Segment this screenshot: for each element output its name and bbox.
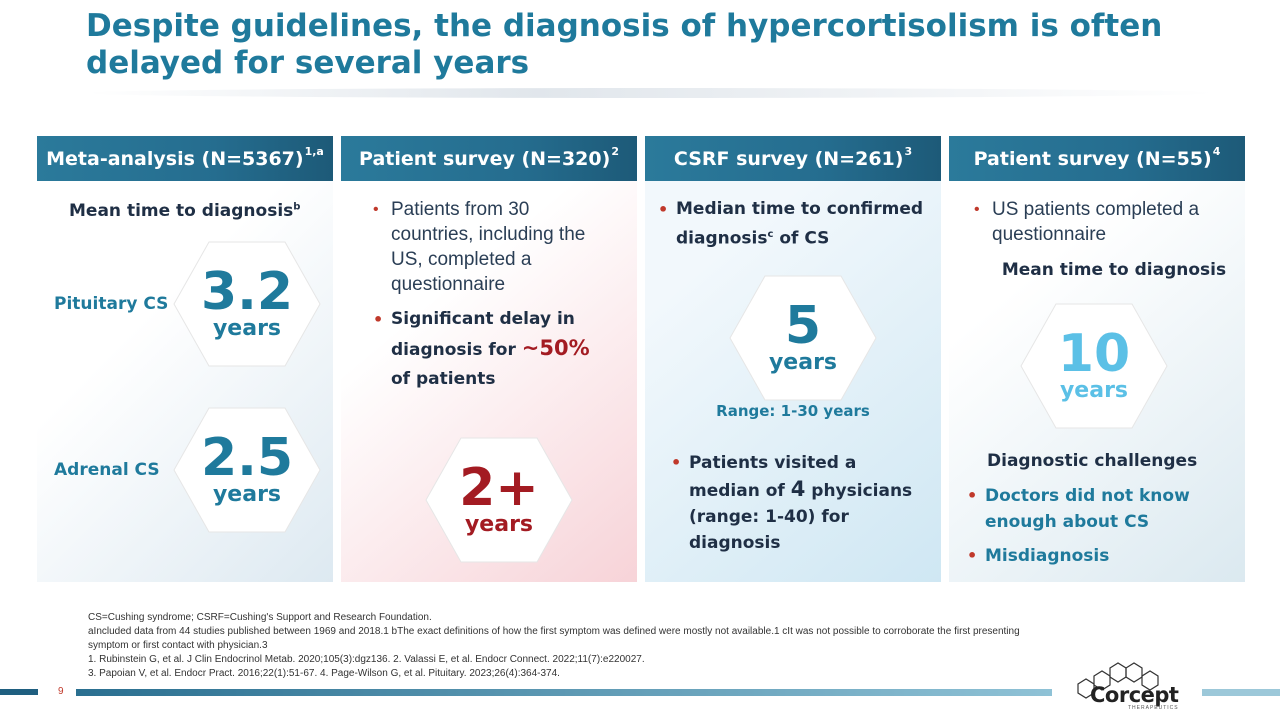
panel-header-label: CSRF survey (N=261) — [673, 147, 904, 170]
panel-header-ref: 4 — [1212, 145, 1221, 158]
hexagon-shape — [1020, 303, 1168, 429]
mean-unit: years — [1059, 378, 1129, 403]
panel-meta-analysis: Meta-analysis (N=5367) 1,a Mean time to d… — [37, 136, 333, 582]
panel-header-label: Meta-analysis (N=5367) — [46, 147, 304, 170]
bullet-dot: • — [373, 201, 379, 218]
footer-bar-left — [0, 689, 38, 695]
pituitary-hexagon: 3.2 years — [172, 239, 322, 369]
panel-csrf-survey: CSRF survey (N=261) 3 • Median time to co… — [645, 136, 941, 582]
challenges-title: Diagnostic challenges — [987, 451, 1198, 471]
footnote-references-2: 3. Papoian V, et al. Endocr Pract. 2016;… — [88, 668, 560, 679]
bullet-text-pre: Patients visited a median of — [689, 453, 857, 501]
median-hexagon: 5 years — [728, 273, 878, 403]
footer-bar — [76, 689, 1052, 696]
hexagon-shape — [173, 407, 321, 533]
panel-body: • Patients from 30 countries, including … — [341, 181, 637, 582]
panel-body: • US patients completed a questionnaire … — [949, 181, 1245, 582]
panel-header-label: Patient survey (N=320) — [359, 147, 611, 170]
footnote-notes: aIncluded data from 44 studies published… — [88, 626, 1020, 651]
median-unit: years — [768, 350, 838, 375]
footnote-abbreviations: CS=Cushing syndrome; CSRF=Cushing's Supp… — [88, 612, 432, 623]
panel-header-ref: 2 — [611, 145, 619, 158]
bullet-dot: • — [974, 201, 980, 218]
mean-hexagon: 10 years — [1019, 301, 1169, 431]
subtitle-text: Mean time to diagnosis — [69, 201, 294, 221]
page-number: 9 — [58, 686, 64, 697]
panel-header-label: Patient survey (N=55) — [973, 147, 1212, 170]
panel-body: Mean time to diagnosisb Pituitary CS 3.2… — [37, 181, 333, 582]
panel-body: • Median time to confirmed diagnosisc of… — [645, 181, 941, 582]
hexagon-shape — [729, 275, 877, 401]
bullet-dot: • — [658, 200, 669, 219]
title-divider — [86, 88, 1216, 98]
bullet-text-post: of patients — [391, 369, 496, 389]
footer-bar-right — [1202, 689, 1280, 696]
challenge-item: • Doctors did not know enough about CS — [967, 483, 1225, 535]
slide-title: Despite guidelines, the diagnosis of hyp… — [86, 8, 1163, 81]
panel-header: CSRF survey (N=261) 3 — [645, 136, 941, 181]
subtitle: Mean time to diagnosis — [1001, 260, 1227, 280]
bullet-delay: • Significant delay in diagnosis for ~50… — [373, 305, 606, 394]
challenge-text: Misdiagnosis — [985, 546, 1110, 566]
bullet-text-pre: Median time to confirmed diagnosis — [676, 199, 924, 249]
challenge-text: Doctors did not know enough about CS — [985, 486, 1190, 532]
subtitle: Mean time to diagnosisb — [69, 201, 300, 221]
bullet-countries: • Patients from 30 countries, including … — [373, 197, 601, 297]
bullet-median-time: • Median time to confirmed diagnosisc of… — [658, 197, 931, 252]
footnotes: CS=Cushing syndrome; CSRF=Cushing's Supp… — [88, 611, 1048, 681]
delay-value: 2+ — [459, 458, 539, 518]
bullet-text: Patients from 30 countries, including th… — [391, 199, 586, 295]
challenge-item: • Misdiagnosis — [967, 543, 1225, 569]
bullet-text-post: physicians (range: 1-40) for diagnosis — [689, 481, 913, 553]
bullet-physicians: • Patients visited a median of 4 physici… — [671, 450, 924, 556]
panel-header: Patient survey (N=320) 2 — [341, 136, 637, 181]
mean-value: 10 — [1057, 324, 1131, 384]
panel-header-ref: 1,a — [304, 145, 324, 158]
bullet-dot: • — [967, 546, 978, 565]
pituitary-label: Pituitary CS — [54, 294, 169, 314]
pituitary-value: 3.2 — [200, 262, 294, 322]
hexagon-shape — [425, 437, 573, 563]
bullet-us-patients: • US patients completed a questionnaire — [974, 197, 1237, 247]
bullet-dot: • — [373, 310, 384, 329]
bullet-dot: • — [967, 486, 978, 505]
adrenal-unit: years — [212, 482, 282, 507]
corcept-logo-icon — [1077, 662, 1159, 699]
logo-text: Corcept — [1090, 683, 1179, 707]
adrenal-value: 2.5 — [200, 428, 294, 488]
median-value: 5 — [784, 296, 822, 356]
physician-count: 4 — [790, 477, 806, 501]
delay-percent: ~50% — [521, 336, 590, 360]
panel-patient-survey-320: Patient survey (N=320) 2 • Patients from … — [341, 136, 637, 582]
footnote-references-1: 1. Rubinstein G, et al. J Clin Endocrino… — [88, 654, 645, 665]
bullet-text-pre: Significant delay in diagnosis for — [391, 309, 575, 360]
bullet-text: US patients completed a questionnaire — [992, 199, 1200, 245]
pituitary-unit: years — [212, 316, 282, 341]
bullet-dot: • — [671, 453, 682, 472]
panel-header: Meta-analysis (N=5367) 1,a — [37, 136, 333, 181]
delay-unit: years — [464, 512, 534, 537]
panel-header-ref: 3 — [904, 145, 913, 158]
hexagon-shape — [173, 241, 321, 367]
logo-tagline: THERAPEUTICS — [1128, 705, 1179, 711]
delay-hexagon: 2+ years — [424, 435, 574, 565]
bullet-text-post: of CS — [773, 228, 830, 249]
subtitle-ref: b — [293, 201, 301, 213]
bullet-ref: c — [767, 229, 774, 240]
panel-patient-survey-55: Patient survey (N=55) 4 • US patients com… — [949, 136, 1245, 582]
adrenal-label: Adrenal CS — [54, 460, 160, 480]
adrenal-hexagon: 2.5 years — [172, 405, 322, 535]
panel-header: Patient survey (N=55) 4 — [949, 136, 1245, 181]
range-label: Range: 1-30 years — [716, 402, 870, 420]
